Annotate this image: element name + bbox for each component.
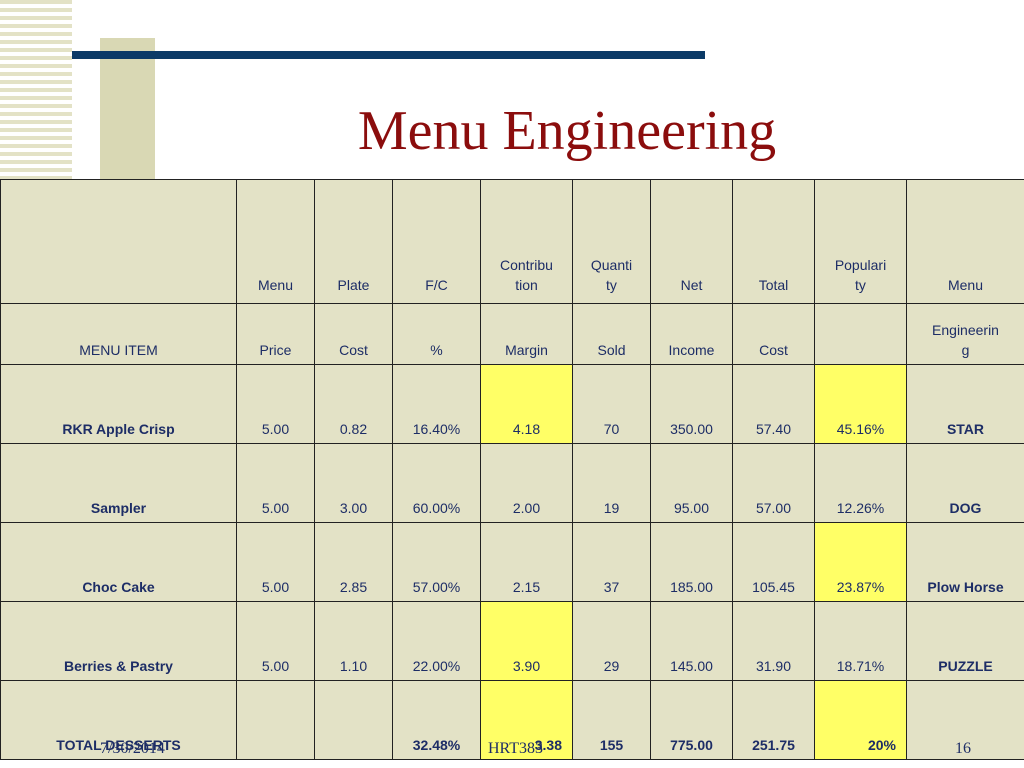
slide-title: Menu Engineering bbox=[357, 100, 777, 162]
table-row: RKR Apple Crisp 5.00 0.82 16.40% 4.18 70… bbox=[0, 364, 1024, 444]
header-top-cell: Net bbox=[650, 179, 733, 304]
header-top-cell: F/C bbox=[392, 179, 481, 304]
table-row: Choc Cake 5.00 2.85 57.00% 2.15 37 185.0… bbox=[0, 522, 1024, 602]
header-top-cell: Populari ty bbox=[814, 179, 907, 304]
total-margin-cell: 3.38 bbox=[480, 680, 573, 760]
income-cell: 350.00 bbox=[650, 364, 733, 444]
total-cost-cell: 105.45 bbox=[732, 522, 815, 602]
header-bottom-cell: Engineerin g bbox=[906, 303, 1024, 365]
price-cell: 5.00 bbox=[236, 443, 315, 523]
sold-cell: 70 bbox=[572, 364, 651, 444]
total-fc-pct-cell: 32.48% bbox=[392, 680, 481, 760]
price-cell: 5.00 bbox=[236, 601, 315, 681]
fc-pct-cell: 16.40% bbox=[392, 364, 481, 444]
price-cell: 5.00 bbox=[236, 364, 315, 444]
header-top-cell: Menu bbox=[236, 179, 315, 304]
total-price-cell bbox=[236, 680, 315, 760]
total-popularity-cell: 20% bbox=[814, 680, 907, 760]
header-bottom-cell: Sold bbox=[572, 303, 651, 365]
header-bottom-cell: Cost bbox=[732, 303, 815, 365]
sold-cell: 29 bbox=[572, 601, 651, 681]
header-row-top: Menu Plate F/C Contribu tion Quanti ty N… bbox=[0, 179, 1024, 304]
income-cell: 185.00 bbox=[650, 522, 733, 602]
popularity-cell: 23.87% bbox=[814, 522, 907, 602]
header-bottom-cell: Cost bbox=[314, 303, 393, 365]
menu-engineering-table: Menu Plate F/C Contribu tion Quanti ty N… bbox=[0, 179, 1024, 760]
header-bottom-cell: MENU ITEM bbox=[0, 303, 237, 365]
margin-cell: 4.18 bbox=[480, 364, 573, 444]
title-accent-bar bbox=[72, 51, 705, 59]
header-bottom-cell: % bbox=[392, 303, 481, 365]
total-cost-cell: 31.90 bbox=[732, 601, 815, 681]
engineering-cell: PUZZLE bbox=[906, 601, 1024, 681]
plate-cost-cell: 3.00 bbox=[314, 443, 393, 523]
plate-cost-cell: 2.85 bbox=[314, 522, 393, 602]
total-cost-total-cell: 251.75 bbox=[732, 680, 815, 760]
footer-course: HRT383 bbox=[488, 740, 544, 757]
item-name: Sampler bbox=[0, 443, 237, 523]
income-cell: 95.00 bbox=[650, 443, 733, 523]
engineering-cell: Plow Horse bbox=[906, 522, 1024, 602]
plate-cost-cell: 1.10 bbox=[314, 601, 393, 681]
popularity-cell: 45.16% bbox=[814, 364, 907, 444]
header-top-cell bbox=[0, 179, 237, 304]
engineering-cell: DOG bbox=[906, 443, 1024, 523]
header-bottom-cell: Income bbox=[650, 303, 733, 365]
footer-page-number: 16 bbox=[955, 740, 971, 757]
total-plate-cost-cell bbox=[314, 680, 393, 760]
total-income-cell: 775.00 bbox=[650, 680, 733, 760]
footer-date: 7/30/2014 bbox=[100, 740, 165, 757]
margin-cell: 2.15 bbox=[480, 522, 573, 602]
income-cell: 145.00 bbox=[650, 601, 733, 681]
total-label: TOTAL DESSERTS bbox=[0, 680, 237, 760]
header-bottom-cell bbox=[814, 303, 907, 365]
popularity-cell: 18.71% bbox=[814, 601, 907, 681]
item-name: Berries & Pastry bbox=[0, 601, 237, 681]
fc-pct-cell: 60.00% bbox=[392, 443, 481, 523]
header-top-cell: Total bbox=[732, 179, 815, 304]
item-name: RKR Apple Crisp bbox=[0, 364, 237, 444]
sold-cell: 19 bbox=[572, 443, 651, 523]
item-name: Choc Cake bbox=[0, 522, 237, 602]
total-cost-cell: 57.00 bbox=[732, 443, 815, 523]
popularity-cell: 12.26% bbox=[814, 443, 907, 523]
table-row: Berries & Pastry 5.00 1.10 22.00% 3.90 2… bbox=[0, 601, 1024, 681]
fc-pct-cell: 57.00% bbox=[392, 522, 481, 602]
sold-cell: 37 bbox=[572, 522, 651, 602]
header-bottom-cell: Price bbox=[236, 303, 315, 365]
table-row: Sampler 5.00 3.00 60.00% 2.00 19 95.00 5… bbox=[0, 443, 1024, 523]
header-top-cell: Quanti ty bbox=[572, 179, 651, 304]
header-row-bottom: MENU ITEM Price Cost % Margin Sold Incom… bbox=[0, 303, 1024, 365]
total-sold-cell: 155 bbox=[572, 680, 651, 760]
margin-cell: 3.90 bbox=[480, 601, 573, 681]
header-top-cell: Menu bbox=[906, 179, 1024, 304]
header-top-cell: Plate bbox=[314, 179, 393, 304]
fc-pct-cell: 22.00% bbox=[392, 601, 481, 681]
price-cell: 5.00 bbox=[236, 522, 315, 602]
plate-cost-cell: 0.82 bbox=[314, 364, 393, 444]
decorative-stripes bbox=[0, 0, 72, 180]
margin-cell: 2.00 bbox=[480, 443, 573, 523]
header-top-cell: Contribu tion bbox=[480, 179, 573, 304]
total-engineering-cell bbox=[906, 680, 1024, 760]
total-row: TOTAL DESSERTS 32.48% 3.38 155 775.00 25… bbox=[0, 680, 1024, 760]
engineering-cell: STAR bbox=[906, 364, 1024, 444]
header-bottom-cell: Margin bbox=[480, 303, 573, 365]
total-cost-cell: 57.40 bbox=[732, 364, 815, 444]
decorative-block bbox=[100, 38, 155, 180]
